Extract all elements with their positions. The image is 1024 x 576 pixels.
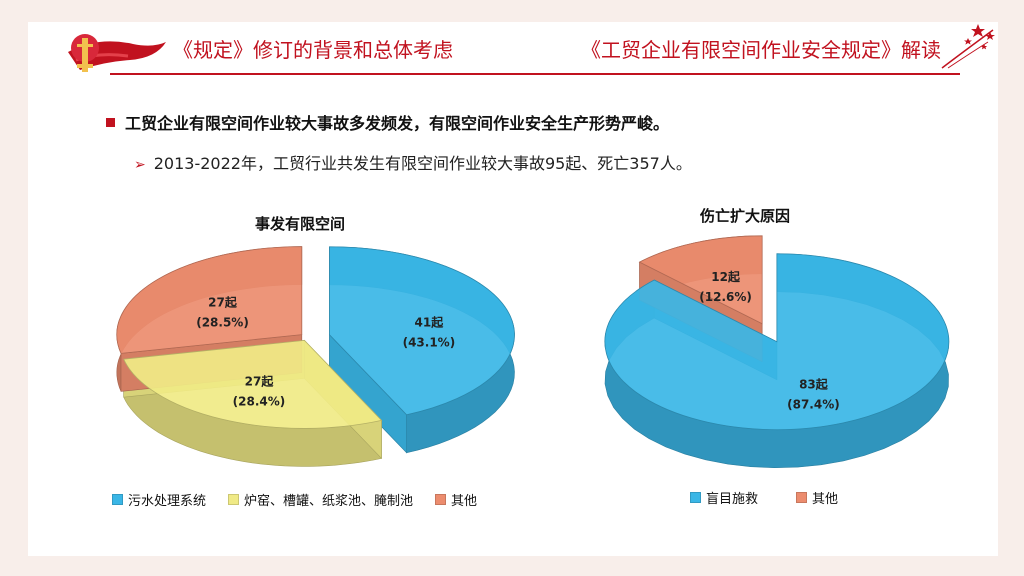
- legend-label: 炉窑、槽罐、纸浆池、腌制池: [244, 494, 414, 509]
- legend-item-blind-rescue: 盲目施救: [690, 488, 758, 507]
- legend-item-kiln: 炉窑、槽罐、纸浆池、腌制池: [228, 490, 413, 509]
- data-label-count: 27起: [245, 374, 275, 389]
- arrow-bullet-icon: ➢: [134, 157, 146, 173]
- data-label-count: 83起: [799, 376, 829, 391]
- main-bullet-text: 工贸企业有限空间作业较大事故多发频发，有限空间作业安全生产形势严峻。: [125, 114, 670, 133]
- chart2-title: 伤亡扩大原因: [700, 207, 791, 225]
- pie-slice: [604, 253, 950, 431]
- data-label-percent: (28.5%): [196, 315, 249, 329]
- legend-item-other: 其他: [435, 490, 477, 509]
- sub-bullet: ➢ 2013-2022年，工贸行业共发生有限空间作业较大事故95起、死亡357人。: [134, 150, 692, 174]
- legend-swatch: [112, 494, 123, 505]
- stars-icon: [941, 24, 995, 69]
- pie-slice: [123, 339, 383, 429]
- chart2-pie: 83起 (87.4%) 12起 (12.6%): [604, 235, 950, 469]
- data-label-percent: (12.6%): [699, 290, 752, 304]
- legend-item-sewage: 污水处理系统: [112, 490, 206, 509]
- legend-swatch: [228, 494, 240, 505]
- slide: 《规定》修订的背景和总体考虑 《工贸企业有限空间作业安全规定》解读 工贸企业有限…: [28, 22, 998, 556]
- legend-label: 盲目施救: [706, 492, 759, 507]
- legend-item-other: 其他: [796, 488, 838, 507]
- party-emblem-icon: [68, 34, 166, 72]
- pie-slice: [329, 246, 515, 416]
- data-label-count: 41起: [415, 314, 445, 329]
- chart1-title: 事发有限空间: [255, 215, 346, 233]
- header-divider: [110, 73, 960, 75]
- legend-swatch: [690, 492, 701, 503]
- legend-label: 污水处理系统: [128, 494, 207, 509]
- chart2-legend: 盲目施救 其他: [690, 488, 860, 507]
- data-label-percent: (28.4%): [233, 395, 286, 409]
- legend-label: 其他: [451, 494, 478, 509]
- legend-swatch: [796, 492, 808, 503]
- pie-slice: [116, 246, 303, 354]
- data-label-percent: (43.1%): [403, 335, 456, 349]
- section-title: 《规定》修订的背景和总体考虑: [173, 38, 453, 62]
- chart1-pie: 41起 (43.1%) 27起 (28.4%) 27起 (28.5%): [116, 246, 515, 467]
- data-label-percent: (87.4%): [787, 397, 840, 411]
- pie-slice: [638, 235, 763, 325]
- data-label-count: 12起: [711, 269, 741, 284]
- legend-label: 其他: [812, 492, 839, 507]
- data-label-count: 27起: [208, 294, 238, 309]
- chart1-legend: 污水处理系统 炉窑、槽罐、纸浆池、腌制池 其他: [112, 490, 499, 509]
- legend-swatch: [435, 494, 447, 505]
- sub-bullet-text: 2013-2022年，工贸行业共发生有限空间作业较大事故95起、死亡357人。: [153, 154, 692, 173]
- document-title: 《工贸企业有限空间作业安全规定》解读: [581, 38, 941, 62]
- bullet-square-icon: [106, 118, 115, 127]
- main-bullet: 工贸企业有限空间作业较大事故多发频发，有限空间作业安全生产形势严峻。: [106, 110, 669, 134]
